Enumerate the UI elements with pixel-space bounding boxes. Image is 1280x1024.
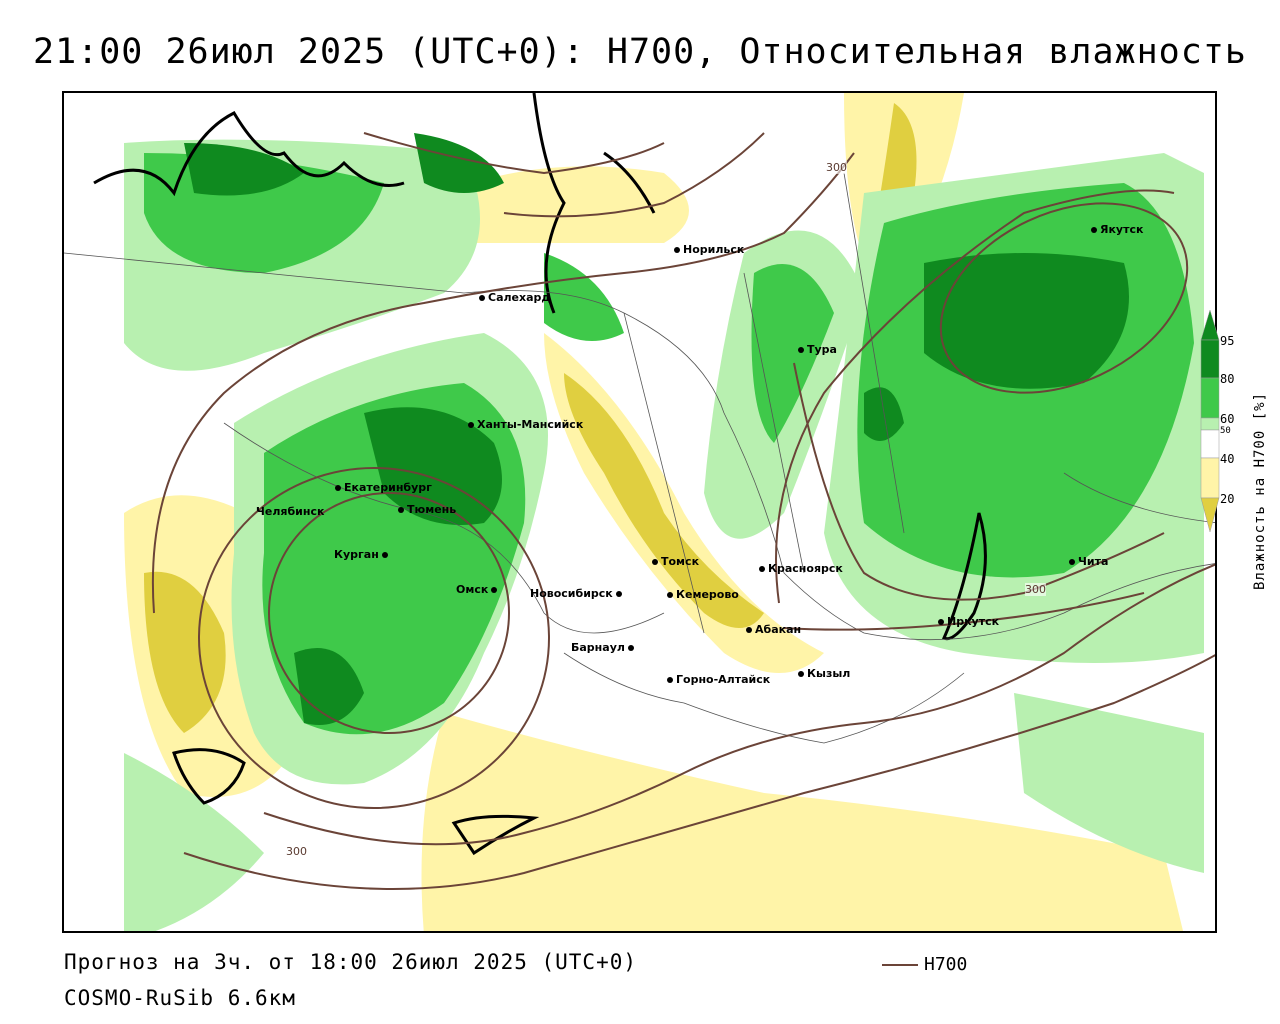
city-marker-icon <box>335 485 341 491</box>
city-label: Абакан <box>746 623 801 636</box>
city-label: Норильск <box>674 243 744 256</box>
city-label: Челябинск <box>256 505 324 518</box>
contour-label: 300 <box>826 161 847 174</box>
city-name: Челябинск <box>256 505 325 518</box>
city-marker-icon <box>759 566 765 572</box>
city-name: Кызыл <box>807 667 851 680</box>
city-marker-icon <box>667 677 673 683</box>
colorbar: 95 80 60 50 40 20 <box>1200 310 1270 590</box>
map-title: 21:00 26июл 2025 (UTC+0): H700, Относите… <box>33 32 1247 72</box>
city-label: Томск <box>652 555 699 568</box>
city-name: Норильск <box>683 243 745 256</box>
city-label: Кызыл <box>798 667 850 680</box>
colorbar-swatch-60-50 <box>1200 417 1220 431</box>
contour-label: 300 <box>286 845 307 858</box>
city-marker-icon <box>798 671 804 677</box>
city-name: Томск <box>661 555 700 568</box>
city-label: Барнаул <box>571 641 637 654</box>
colorbar-swatch-95-80 <box>1200 339 1220 379</box>
colorbar-cap-top <box>1200 310 1220 341</box>
city-name: Ханты-Мансийск <box>477 418 584 431</box>
contour-label: 300 <box>1025 583 1046 596</box>
city-name: Якутск <box>1100 223 1144 236</box>
city-marker-icon <box>381 552 388 558</box>
city-marker-icon <box>798 347 804 353</box>
city-name: Тура <box>807 343 837 356</box>
map-panel: 300 300 300 Норильск Якутск Салехард Тур… <box>62 91 1217 933</box>
borders <box>64 172 1215 744</box>
city-marker-icon <box>1091 227 1097 233</box>
city-name: Салехард <box>488 291 551 304</box>
city-label: Иркутск <box>938 615 999 628</box>
city-label: Омск <box>456 583 500 596</box>
colorbar-tick: 40 <box>1220 452 1235 466</box>
colorbar-swatches <box>1200 310 1220 533</box>
city-name: Иркутск <box>947 615 1000 628</box>
city-marker-icon <box>398 507 404 513</box>
city-name: Барнаул <box>571 641 625 654</box>
city-name: Омск <box>456 583 489 596</box>
city-marker-icon <box>667 592 673 598</box>
city-name: Горно-Алтайск <box>676 673 771 686</box>
city-label: Салехард <box>479 291 550 304</box>
colorbar-swatch-40-20 <box>1200 457 1220 499</box>
city-label: Кемерово <box>667 588 739 601</box>
city-marker-icon <box>674 247 680 253</box>
city-marker-icon <box>491 587 498 593</box>
city-label: Тура <box>798 343 837 356</box>
city-label: Ханты-Мансийск <box>468 418 583 431</box>
colorbar-tick: 60 <box>1220 412 1235 426</box>
city-label: Горно-Алтайск <box>667 673 770 686</box>
colorbar-swatch-50-40 <box>1200 429 1220 459</box>
city-name: Абакан <box>755 623 802 636</box>
city-marker-icon <box>615 591 622 597</box>
city-label: Красноярск <box>759 562 843 575</box>
city-label: Новосибирск <box>530 587 625 600</box>
city-label: Тюмень <box>398 503 456 516</box>
city-marker-icon <box>938 619 944 625</box>
contour-legend-line <box>882 964 918 966</box>
city-label: Якутск <box>1091 223 1143 236</box>
forecast-info: Прогноз на 3ч. от 18:00 26июл 2025 (UTC+… <box>64 950 638 974</box>
city-marker-icon <box>1069 559 1075 565</box>
city-name: Курган <box>334 548 379 561</box>
city-name: Новосибирск <box>530 587 613 600</box>
city-label: Курган <box>334 548 391 561</box>
city-name: Красноярск <box>768 562 843 575</box>
city-name: Кемерово <box>676 588 739 601</box>
city-marker-icon <box>652 559 658 565</box>
colorbar-swatch-80-60 <box>1200 377 1220 419</box>
city-name: Екатеринбург <box>344 481 432 494</box>
colorbar-title: Влажность на H700 [%] <box>1252 391 1268 590</box>
contour-legend-label: H700 <box>924 954 968 975</box>
city-label: Екатеринбург <box>335 481 432 494</box>
city-marker-icon <box>746 627 752 633</box>
colorbar-cap-bottom <box>1200 497 1220 533</box>
colorbar-tick: 80 <box>1220 372 1235 386</box>
h700-contours <box>151 132 1215 890</box>
city-name: Чита <box>1078 555 1109 568</box>
colorbar-tick: 50 <box>1220 426 1231 436</box>
colorbar-tick: 95 <box>1220 334 1235 348</box>
saturated-areas <box>184 133 1129 725</box>
model-name: COSMO-RuSib 6.6км <box>64 986 296 1010</box>
humidity-map <box>64 93 1215 931</box>
colorbar-tick: 20 <box>1220 492 1235 506</box>
city-marker-icon <box>468 422 474 428</box>
city-marker-icon <box>627 645 634 651</box>
city-marker-icon <box>479 295 485 301</box>
city-label: Чита <box>1069 555 1108 568</box>
city-name: Тюмень <box>407 503 457 516</box>
